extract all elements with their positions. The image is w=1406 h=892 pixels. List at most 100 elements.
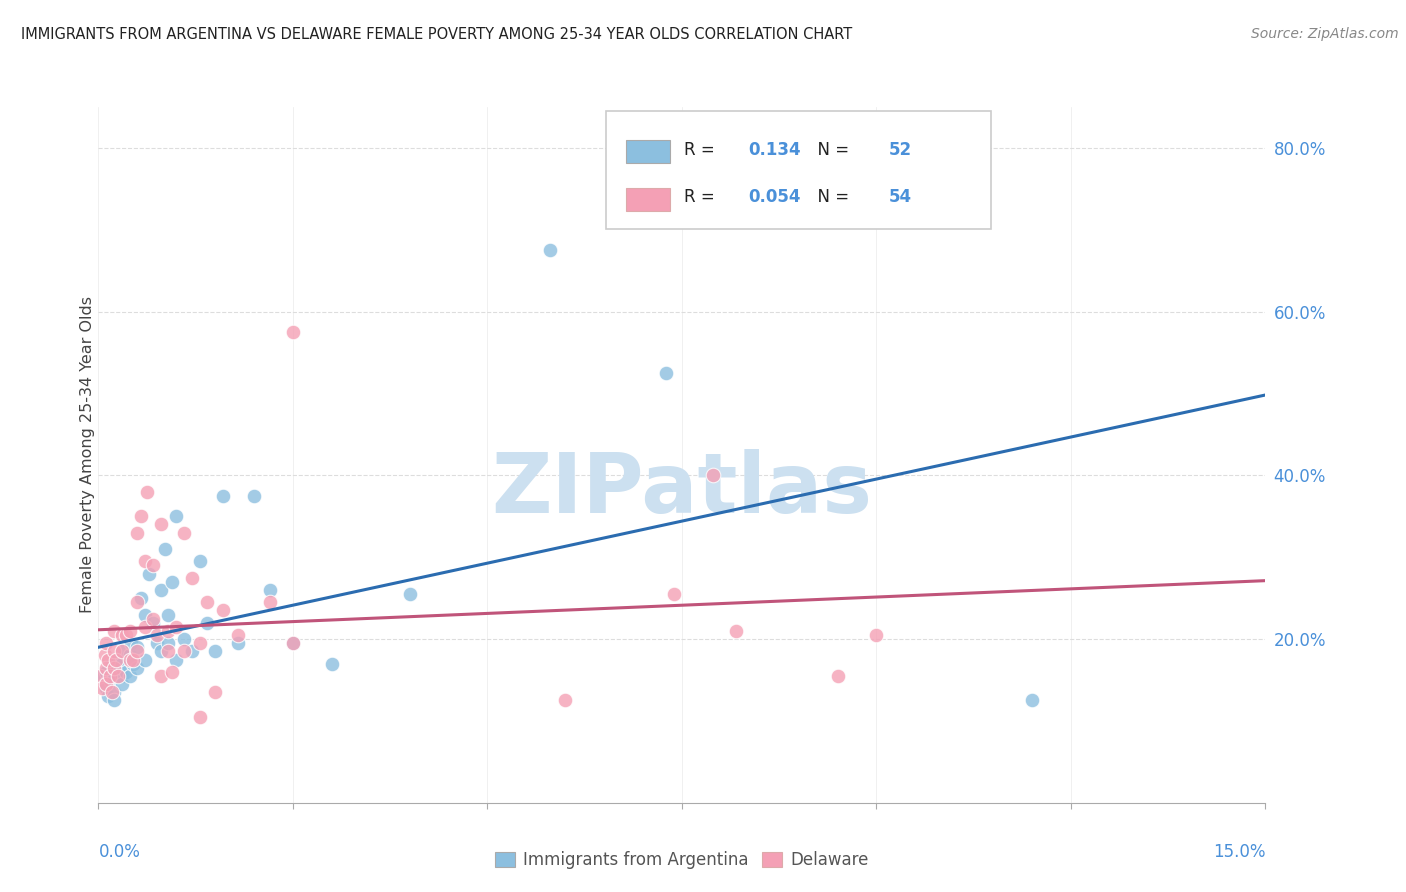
Point bbox=[165, 620, 187, 634]
Point bbox=[228, 636, 250, 650]
Point bbox=[212, 603, 235, 617]
Point bbox=[165, 509, 187, 524]
Bar bbox=[626, 188, 671, 211]
Point bbox=[127, 644, 149, 658]
Point bbox=[93, 677, 115, 691]
Bar bbox=[626, 140, 671, 163]
Point bbox=[142, 558, 165, 573]
Point bbox=[173, 632, 195, 646]
Point bbox=[204, 644, 226, 658]
Point bbox=[97, 690, 120, 704]
FancyBboxPatch shape bbox=[606, 111, 991, 229]
Point bbox=[103, 693, 125, 707]
Point bbox=[162, 665, 184, 679]
Point bbox=[98, 669, 121, 683]
Point bbox=[138, 566, 160, 581]
Point bbox=[188, 710, 211, 724]
Point bbox=[149, 644, 172, 658]
Point bbox=[538, 244, 561, 258]
Point bbox=[149, 669, 172, 683]
Point bbox=[655, 366, 678, 380]
Point bbox=[865, 628, 887, 642]
Point bbox=[114, 628, 136, 642]
Point bbox=[398, 587, 420, 601]
Point bbox=[142, 615, 165, 630]
Point bbox=[281, 325, 304, 339]
Point bbox=[114, 665, 136, 679]
Point bbox=[180, 644, 202, 658]
Point bbox=[101, 657, 124, 671]
Point bbox=[188, 636, 211, 650]
Point bbox=[153, 542, 176, 557]
Point bbox=[118, 669, 141, 683]
Text: 0.054: 0.054 bbox=[748, 188, 801, 206]
Point bbox=[111, 644, 134, 658]
Text: IMMIGRANTS FROM ARGENTINA VS DELAWARE FEMALE POVERTY AMONG 25-34 YEAR OLDS CORRE: IMMIGRANTS FROM ARGENTINA VS DELAWARE FE… bbox=[21, 27, 852, 42]
Y-axis label: Female Poverty Among 25-34 Year Olds: Female Poverty Among 25-34 Year Olds bbox=[80, 296, 94, 614]
Point bbox=[134, 652, 156, 666]
Point bbox=[149, 582, 172, 597]
Point bbox=[103, 644, 125, 658]
Text: 52: 52 bbox=[889, 141, 911, 159]
Point bbox=[173, 644, 195, 658]
Point bbox=[281, 636, 304, 650]
Point bbox=[281, 636, 304, 650]
Point bbox=[228, 628, 250, 642]
Point bbox=[554, 693, 576, 707]
Point bbox=[1021, 693, 1043, 707]
Text: 54: 54 bbox=[889, 188, 911, 206]
Point bbox=[243, 489, 266, 503]
Point bbox=[165, 652, 187, 666]
Point bbox=[127, 525, 149, 540]
Point bbox=[122, 652, 145, 666]
Text: Source: ZipAtlas.com: Source: ZipAtlas.com bbox=[1251, 27, 1399, 41]
Point bbox=[180, 571, 202, 585]
Point bbox=[97, 652, 120, 666]
Legend: Immigrants from Argentina, Delaware: Immigrants from Argentina, Delaware bbox=[489, 847, 875, 874]
Point bbox=[104, 652, 127, 666]
Point bbox=[118, 624, 141, 638]
Point bbox=[157, 607, 180, 622]
Point bbox=[321, 657, 343, 671]
Point bbox=[259, 582, 281, 597]
Point bbox=[127, 595, 149, 609]
Point bbox=[212, 489, 235, 503]
Point bbox=[157, 624, 180, 638]
Point bbox=[157, 636, 180, 650]
Point bbox=[134, 620, 156, 634]
Point bbox=[142, 612, 165, 626]
Point bbox=[98, 673, 121, 687]
Point bbox=[827, 669, 849, 683]
Point bbox=[96, 661, 118, 675]
Point bbox=[91, 669, 114, 683]
Point bbox=[111, 657, 134, 671]
Point bbox=[96, 681, 118, 696]
Point bbox=[122, 657, 145, 671]
Text: ZIPatlas: ZIPatlas bbox=[492, 450, 872, 530]
Point bbox=[96, 636, 118, 650]
Text: R =: R = bbox=[685, 188, 720, 206]
Text: N =: N = bbox=[807, 141, 855, 159]
Text: 15.0%: 15.0% bbox=[1213, 843, 1265, 861]
Point bbox=[103, 661, 125, 675]
Point bbox=[91, 681, 114, 696]
Point bbox=[188, 554, 211, 568]
Point bbox=[89, 669, 111, 683]
Point bbox=[127, 661, 149, 675]
Point bbox=[725, 624, 748, 638]
Point bbox=[173, 525, 195, 540]
Text: 0.0%: 0.0% bbox=[98, 843, 141, 861]
Point bbox=[118, 652, 141, 666]
Point bbox=[134, 607, 156, 622]
Point bbox=[129, 509, 152, 524]
Point bbox=[111, 644, 134, 658]
Point bbox=[103, 624, 125, 638]
Point bbox=[146, 636, 169, 650]
Point bbox=[96, 665, 118, 679]
Point bbox=[103, 685, 125, 699]
Point bbox=[149, 517, 172, 532]
Point bbox=[101, 685, 124, 699]
Point bbox=[120, 636, 142, 650]
Text: R =: R = bbox=[685, 141, 720, 159]
Point bbox=[111, 677, 134, 691]
